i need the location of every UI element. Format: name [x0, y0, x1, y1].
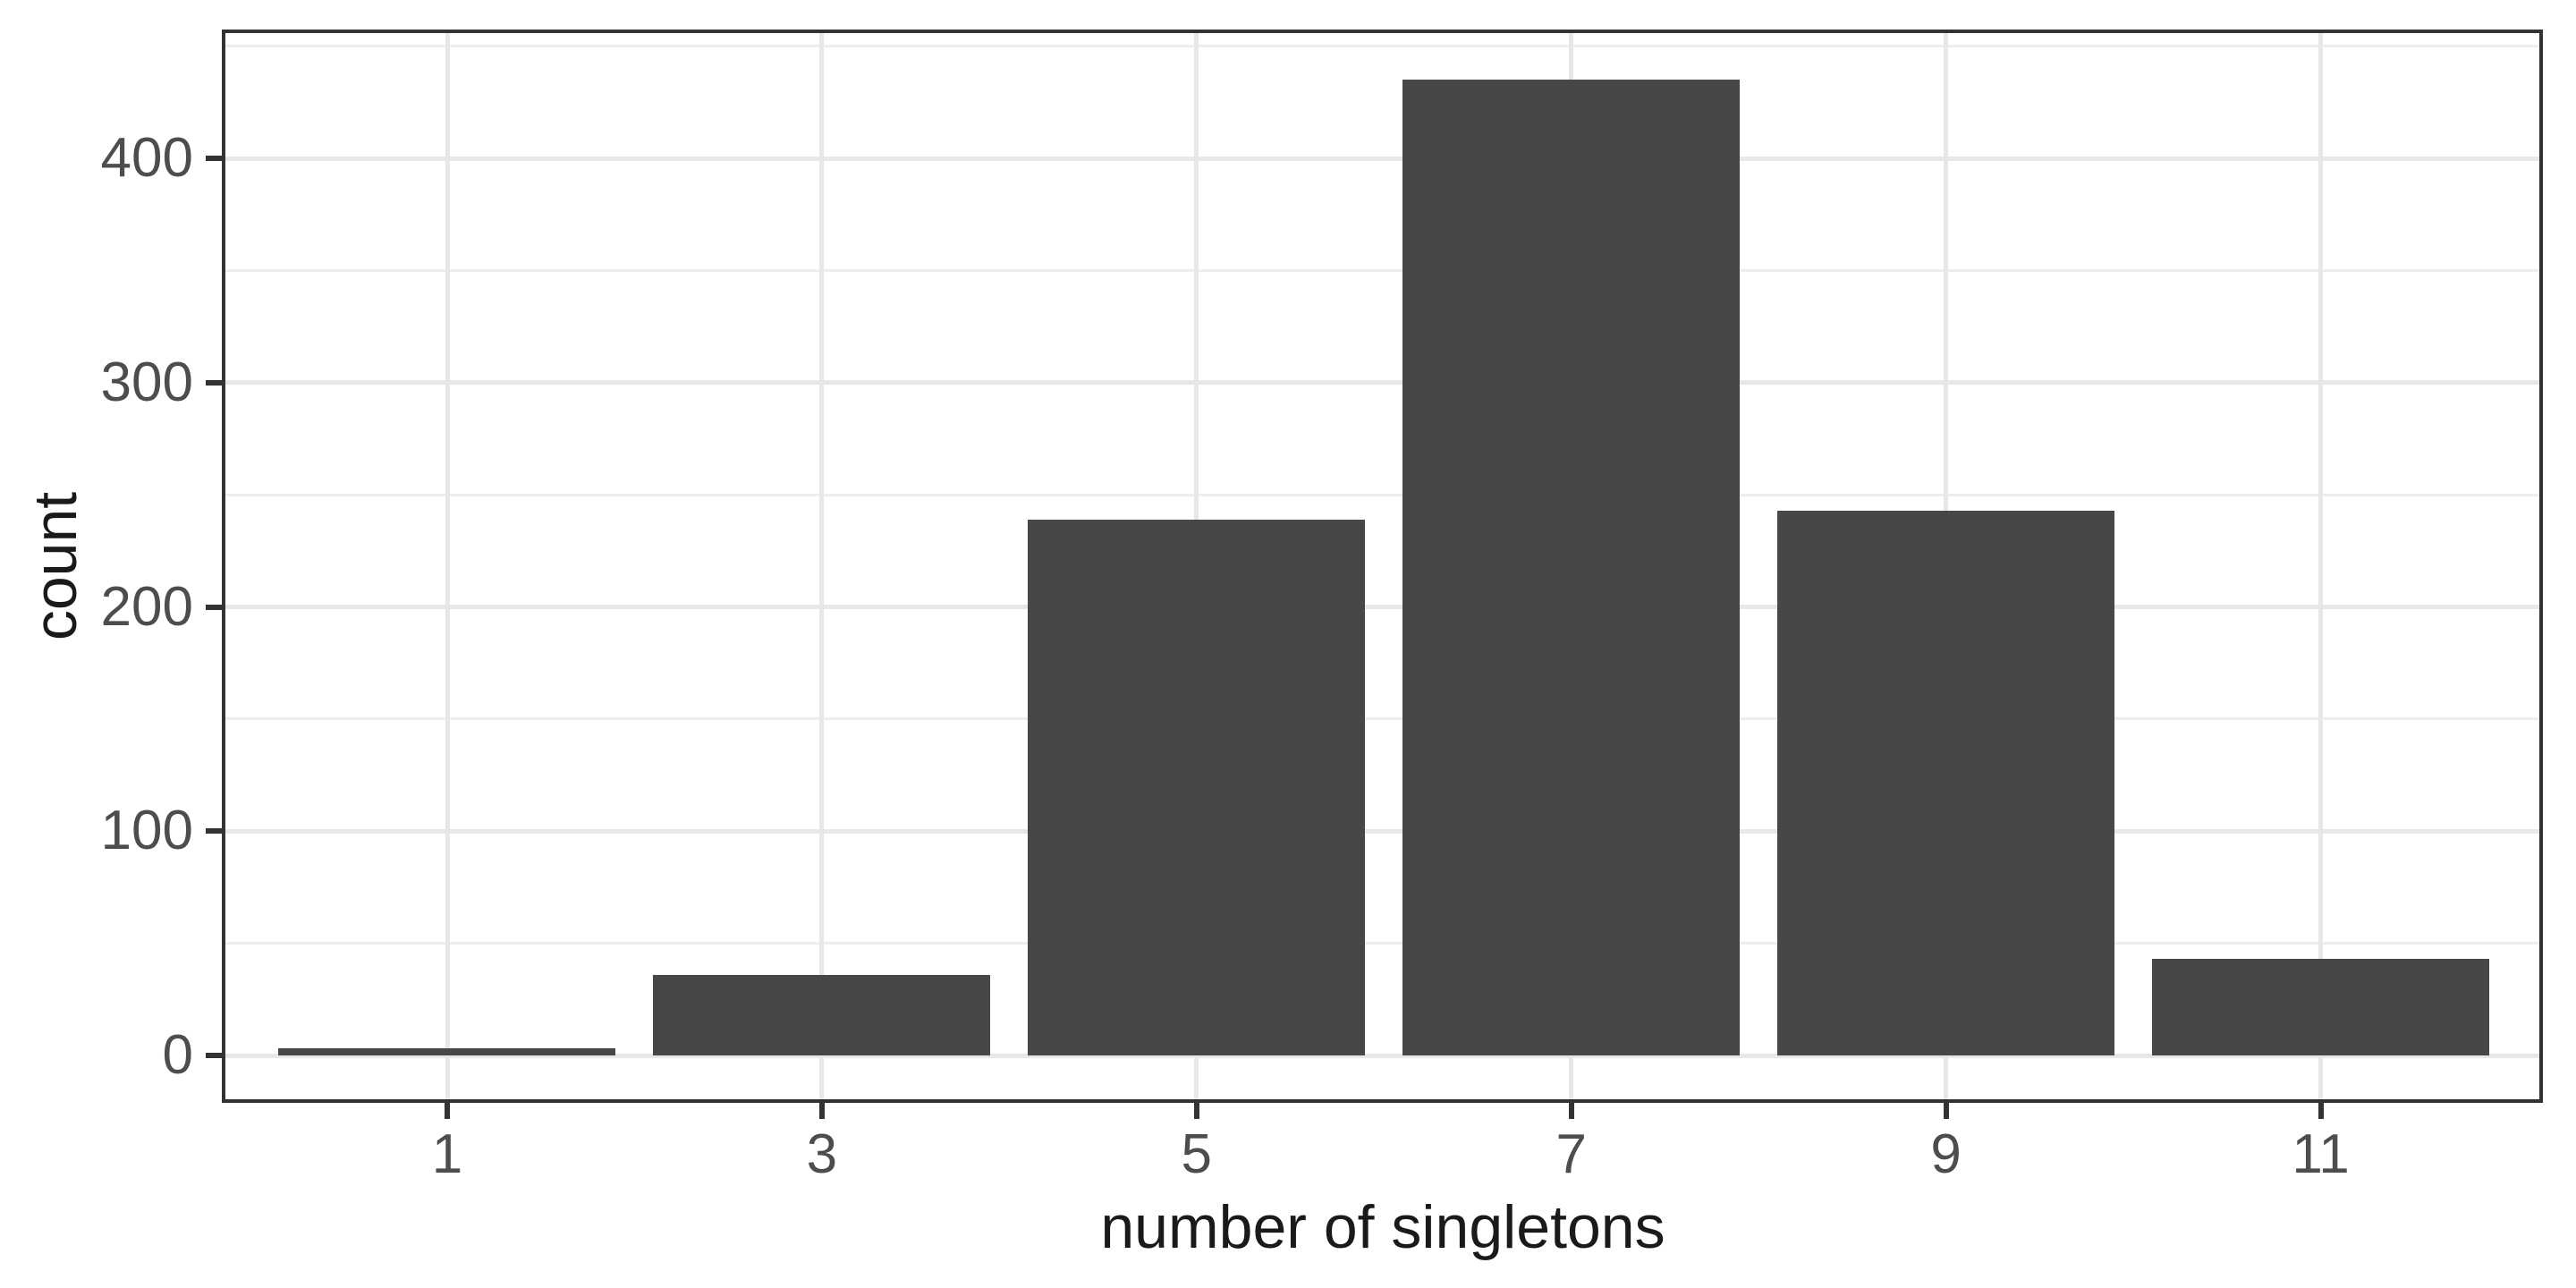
y-tick-mark: [206, 604, 222, 610]
x-tick-label: 11: [2292, 1123, 2350, 1185]
v-gridline-major: [819, 33, 825, 1099]
bar: [2151, 959, 2489, 1055]
y-tick-label: 200: [100, 575, 193, 638]
x-tick-mark: [2318, 1103, 2324, 1119]
v-gridline-major: [2318, 33, 2323, 1099]
h-gridline-major: [225, 380, 2539, 386]
h-gridline-major: [225, 156, 2539, 161]
h-gridline-major: [225, 828, 2539, 834]
x-tick-mark: [1568, 1103, 1574, 1119]
y-tick-mark: [206, 379, 222, 386]
y-tick-mark: [206, 156, 222, 161]
y-tick-mark: [206, 828, 222, 835]
h-gridline-minor: [225, 493, 2539, 496]
v-gridline-major: [445, 33, 450, 1099]
plot-area: [225, 33, 2539, 1099]
x-tick-label: 9: [1930, 1123, 1962, 1185]
panel-border: [222, 30, 2543, 1103]
x-axis-title: number of singletons: [1100, 1193, 1665, 1261]
bar: [1028, 519, 1366, 1055]
h-gridline-minor: [225, 942, 2539, 945]
y-tick-label: 300: [100, 351, 193, 413]
bar: [653, 974, 991, 1055]
x-tick-mark: [445, 1103, 450, 1119]
h-gridline-minor: [225, 45, 2539, 48]
x-tick-label: 7: [1555, 1123, 1587, 1185]
y-tick-label: 100: [100, 800, 193, 862]
x-tick-mark: [818, 1103, 825, 1119]
y-tick-label: 0: [162, 1024, 193, 1086]
h-gridline-minor: [225, 717, 2539, 721]
bar: [278, 1048, 616, 1055]
h-gridline-major: [225, 1053, 2539, 1058]
x-tick-label: 1: [431, 1123, 463, 1185]
h-gridline-major: [225, 605, 2539, 609]
x-tick-mark: [1943, 1103, 1949, 1119]
bar: [1402, 80, 1741, 1055]
y-axis-title: count: [21, 491, 89, 641]
x-tick-mark: [1193, 1103, 1199, 1119]
bar: [1777, 510, 2115, 1055]
y-tick-mark: [206, 1053, 222, 1058]
y-tick-label: 400: [100, 127, 193, 189]
x-tick-label: 3: [806, 1123, 838, 1185]
x-tick-label: 5: [1181, 1123, 1213, 1185]
h-gridline-minor: [225, 268, 2539, 272]
